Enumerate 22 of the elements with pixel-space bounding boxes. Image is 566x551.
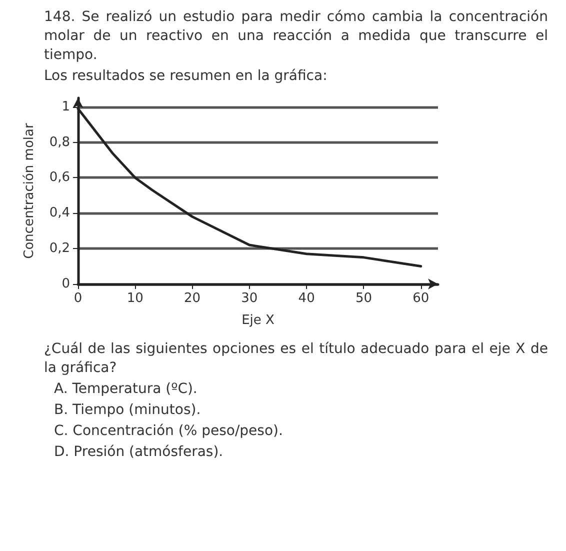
text: A. Temperatura (ºC). [53, 380, 198, 399]
text: D. Presión (atmósferas). [53, 443, 224, 462]
y-tick-label: 0,4 [49, 206, 70, 221]
y-tick-label: 0,8 [49, 134, 70, 150]
y-tick-label: 1 [62, 99, 70, 114]
x-tick-label: 40 [298, 291, 315, 306]
x-tick-label: 60 [412, 291, 430, 306]
text: B. Tiempo (minutos). [53, 401, 202, 420]
x-tick-label: 10 [126, 291, 144, 306]
y-tick-label: 0,6 [49, 170, 70, 186]
text: ¿Cuál de las siguientes opciones es el título adecuado para el eje X de la gráfica? [43, 340, 548, 378]
chart-subtitle: Los resultados se resumen en la gráfica: [43, 67, 328, 86]
x-tick-label: 30 [241, 291, 258, 306]
y-axis-title: Concentración molar [22, 122, 37, 259]
x-tick-label: 20 [184, 291, 201, 306]
x-tick-label: 0 [74, 291, 82, 306]
x-axis-title: Eje X [242, 313, 275, 328]
chart-title: 148. Se realizó un estudio para medir cómo cambia la concentración molar de un reactivo en una reacción a medida que transcurre el tiempo. [43, 8, 548, 65]
y-tick-label: 0 [62, 276, 70, 292]
y-tick-label: 0,2 [49, 241, 70, 256]
text: C. Concentración (% peso/peso). [53, 422, 284, 441]
x-tick-label: 50 [355, 291, 372, 306]
